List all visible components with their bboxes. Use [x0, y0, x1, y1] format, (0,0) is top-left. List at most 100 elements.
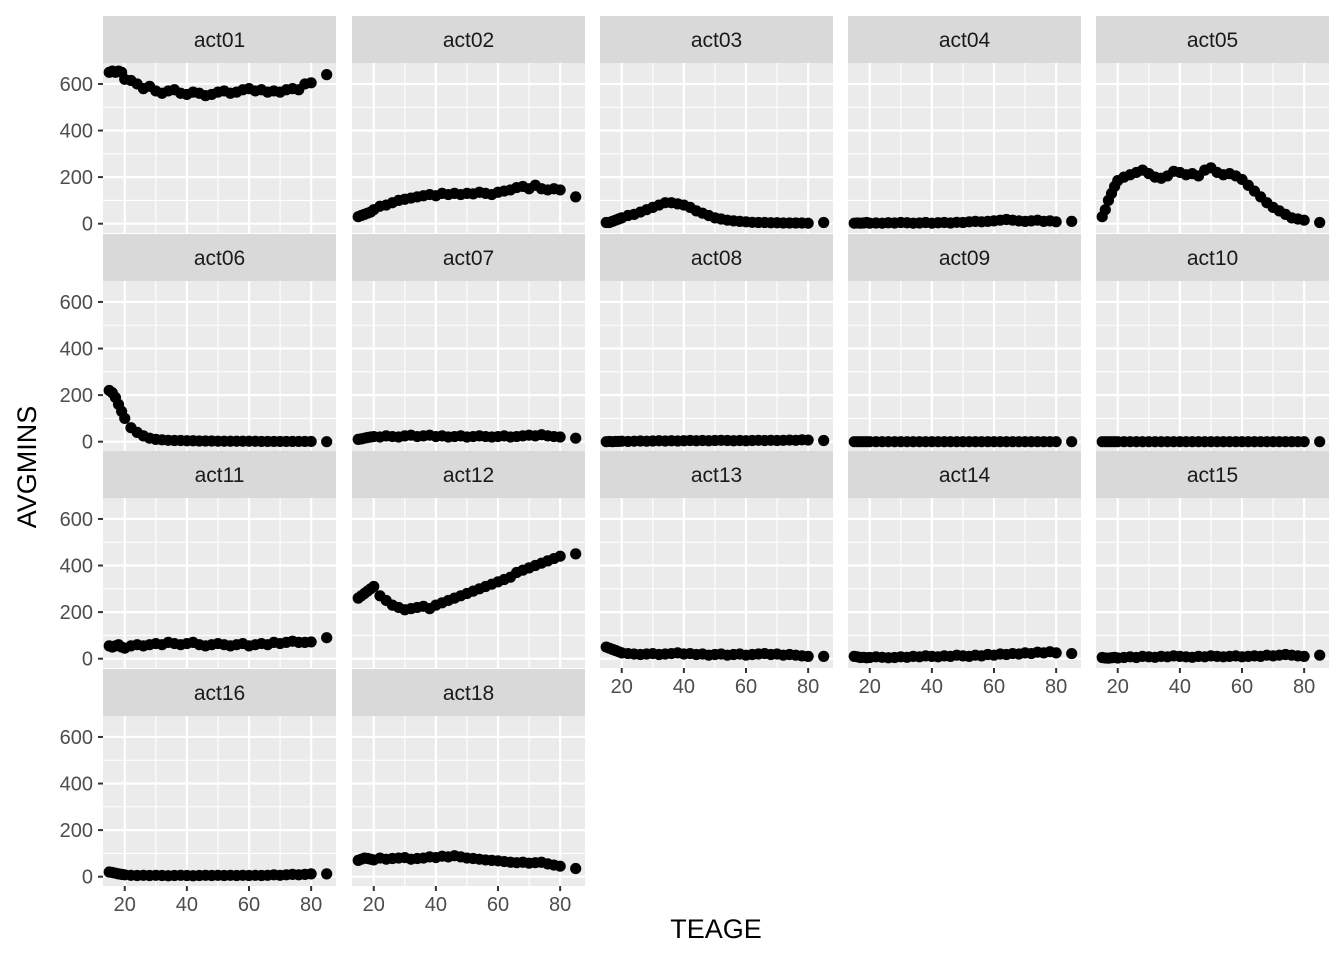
panel-background — [600, 498, 833, 668]
panel-background — [1096, 63, 1329, 233]
x-tick-label: 80 — [1293, 676, 1315, 698]
strip-label: act07 — [443, 247, 494, 270]
strip-label: act16 — [194, 682, 245, 705]
x-tick-label: 60 — [983, 676, 1005, 698]
facet-panel-act09: act09 — [848, 234, 1081, 451]
facet-panel-act08: act08 — [600, 234, 833, 451]
panel-background — [352, 281, 585, 451]
strip-background — [1096, 234, 1329, 281]
data-point — [818, 650, 830, 662]
strip-label: act15 — [1187, 464, 1238, 487]
strip-background — [352, 669, 585, 716]
y-tick-label: 200 — [60, 167, 93, 189]
x-tick-label: 40 — [673, 676, 695, 698]
y-tick-label: 0 — [82, 432, 93, 454]
x-tick-label: 40 — [425, 894, 447, 916]
strip-label: act03 — [691, 29, 742, 52]
data-point — [554, 550, 566, 562]
y-tick-label: 400 — [60, 774, 93, 796]
facet-panel-act01: act01 0 200 400 600 — [60, 16, 336, 236]
x-tick-label: 20 — [859, 676, 881, 698]
strip-background — [600, 234, 833, 281]
strip-background — [1096, 451, 1329, 498]
strip-background — [848, 451, 1081, 498]
y-tick-label: 0 — [82, 649, 93, 671]
strip-background — [352, 234, 585, 281]
strip-background — [600, 451, 833, 498]
strip-background — [1096, 16, 1329, 63]
strip-label: act08 — [691, 247, 742, 270]
facet-panel-act04: act04 — [848, 16, 1081, 233]
data-point — [554, 184, 566, 196]
data-point — [305, 77, 317, 89]
data-point — [305, 435, 317, 448]
panel-background — [103, 281, 336, 451]
strip-label: act01 — [194, 29, 245, 52]
facet-panel-act07: act07 — [352, 234, 585, 451]
data-point — [321, 868, 333, 880]
panel-background — [848, 281, 1081, 451]
x-tick-label: 40 — [921, 676, 943, 698]
strip-background — [103, 16, 336, 63]
facet-panel-act11: act11 0 200 400 600 — [60, 451, 336, 671]
x-tick-label: 20 — [611, 676, 633, 698]
data-point — [1099, 204, 1111, 216]
y-tick-label: 400 — [60, 339, 93, 361]
data-point — [802, 434, 814, 446]
strip-background — [352, 451, 585, 498]
facet-panel-act16: act16 0 200 400 600 20 40 60 80 — [60, 669, 336, 916]
facet-panel-act05: act05 — [1096, 16, 1329, 233]
facet-panel-act02: act02 — [352, 16, 585, 233]
y-tick-label: 400 — [60, 556, 93, 578]
y-tick-label: 600 — [60, 74, 93, 96]
strip-background — [848, 16, 1081, 63]
data-point — [570, 862, 582, 875]
data-point — [570, 191, 582, 203]
x-tick-label: 60 — [487, 894, 509, 916]
data-point — [321, 69, 333, 81]
strip-background — [848, 234, 1081, 281]
data-point — [1314, 436, 1326, 448]
data-point — [305, 868, 317, 880]
facet-panel-act10: act10 — [1096, 234, 1329, 451]
y-tick-label: 0 — [82, 867, 93, 889]
strip-label: act05 — [1187, 29, 1238, 52]
y-tick-label: 200 — [60, 820, 93, 842]
strip-background — [103, 669, 336, 716]
data-point — [1314, 216, 1326, 229]
data-point — [1050, 647, 1062, 659]
y-tick-label: 200 — [60, 385, 93, 407]
strip-background — [103, 234, 336, 281]
panel-background — [848, 63, 1081, 233]
panel-background — [600, 63, 833, 233]
facet-panel-act13: act13 20 40 60 80 — [600, 451, 833, 698]
data-point — [554, 860, 566, 872]
data-point — [305, 636, 317, 648]
facet-panel-act15: act15 20 40 60 80 — [1096, 451, 1329, 698]
data-point — [570, 548, 582, 560]
y-tick-label: 600 — [60, 727, 93, 749]
y-axis-title: AVGMINS — [12, 406, 42, 529]
strip-label: act14 — [939, 464, 991, 487]
data-point — [1298, 650, 1310, 662]
x-tick-label: 40 — [1169, 676, 1191, 698]
strip-label: act04 — [939, 29, 991, 52]
x-axis-title: TEAGE — [670, 914, 762, 944]
strip-background — [352, 16, 585, 63]
data-point — [368, 580, 380, 593]
x-tick-label: 80 — [549, 894, 571, 916]
y-tick-label: 0 — [82, 214, 93, 236]
strip-label: act12 — [443, 464, 494, 487]
x-tick-label: 80 — [797, 676, 819, 698]
y-tick-label: 400 — [60, 121, 93, 143]
data-point — [321, 436, 333, 448]
data-point — [1050, 436, 1062, 448]
y-tick-label: 600 — [60, 292, 93, 314]
facet-panel-act03: act03 — [600, 16, 833, 233]
data-point — [818, 434, 830, 447]
data-point — [1298, 436, 1310, 448]
data-point — [1066, 215, 1078, 227]
data-point — [321, 632, 333, 644]
